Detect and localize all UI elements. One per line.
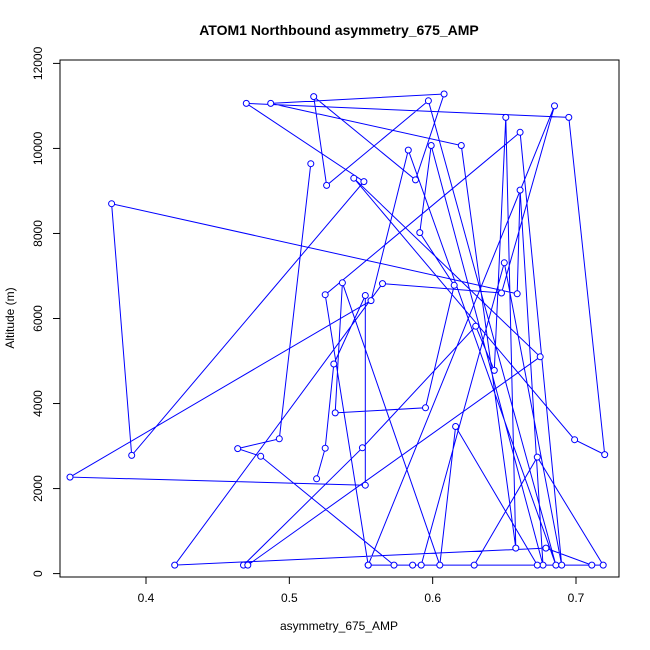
y-tick-label: 4000: [31, 390, 45, 417]
data-point: [361, 292, 369, 299]
data-point: [536, 353, 544, 361]
y-tick-label: 0: [31, 570, 45, 577]
y-tick-label: 10000: [31, 131, 45, 165]
x-tick-label: 0.6: [424, 591, 441, 605]
x-axis: 0.4 0.5 0.6 0.7: [138, 576, 585, 605]
chart-title: ATOM1 Northbound asymmetry_675_AMP: [199, 22, 479, 38]
data-point: [338, 279, 346, 287]
data-point: [364, 561, 372, 569]
data-point: [542, 544, 550, 552]
data-point: [533, 561, 541, 569]
data-point: [330, 360, 338, 368]
plot-area: [66, 90, 609, 569]
data-point: [367, 297, 375, 305]
data-point: [552, 561, 560, 569]
data-point: [310, 93, 318, 101]
data-point: [436, 561, 444, 569]
data-point: [516, 186, 524, 194]
data-point: [513, 290, 521, 298]
y-axis: 0 2000 4000 6000 8000 10000 12000: [31, 46, 61, 577]
x-tick-label: 0.7: [568, 591, 585, 605]
data-point: [267, 99, 275, 107]
data-point: [539, 561, 547, 569]
data-point: [321, 291, 329, 299]
data-point: [379, 280, 386, 288]
data-point: [424, 97, 432, 105]
data-point: [313, 475, 321, 483]
y-axis-label: Altitude (m): [3, 287, 17, 348]
data-point: [452, 423, 460, 430]
data-point: [171, 561, 179, 569]
data-point: [440, 90, 448, 98]
data-point: [490, 366, 498, 374]
data-point: [457, 142, 465, 149]
data-point: [417, 561, 425, 569]
data-point: [533, 453, 541, 461]
y-tick-label: 8000: [31, 220, 45, 247]
data-point: [588, 561, 596, 569]
data-point: [257, 452, 265, 460]
data-point: [321, 444, 329, 452]
data-point: [450, 281, 458, 289]
data-point: [416, 229, 424, 237]
data-point: [307, 160, 315, 168]
x-axis-label: asymmetry_675_AMP: [280, 619, 398, 633]
data-point: [390, 561, 398, 569]
data-point: [470, 561, 478, 569]
y-tick-label: 6000: [31, 305, 45, 332]
data-point: [128, 451, 136, 459]
series-line: [68, 93, 606, 567]
data-point: [512, 544, 520, 552]
data-point: [601, 451, 609, 459]
data-point: [498, 289, 505, 297]
data-point: [558, 561, 566, 569]
data-point: [108, 200, 116, 208]
x-tick-label: 0.4: [138, 591, 155, 605]
data-point: [244, 561, 252, 569]
data-point: [565, 113, 573, 121]
data-point: [551, 102, 558, 110]
data-point: [502, 113, 510, 121]
data-point: [516, 128, 524, 136]
data-point: [66, 473, 74, 481]
data-point: [361, 481, 369, 489]
data-point: [599, 561, 607, 569]
data-point: [472, 322, 480, 330]
data-point: [242, 99, 250, 107]
data-point: [500, 259, 508, 267]
data-point: [350, 174, 358, 182]
data-point: [427, 142, 435, 149]
data-point: [404, 146, 412, 154]
data-point: [275, 435, 283, 443]
data-point: [358, 444, 366, 452]
data-point: [234, 445, 242, 453]
data-point: [323, 181, 331, 189]
data-point: [412, 176, 419, 184]
data-point: [360, 178, 368, 186]
data-point: [409, 561, 417, 569]
data-point: [571, 436, 579, 444]
data-point: [422, 404, 429, 412]
y-tick-label: 12000: [31, 46, 45, 80]
data-point: [331, 409, 339, 417]
x-tick-label: 0.5: [281, 591, 298, 605]
y-tick-label: 2000: [31, 475, 45, 502]
